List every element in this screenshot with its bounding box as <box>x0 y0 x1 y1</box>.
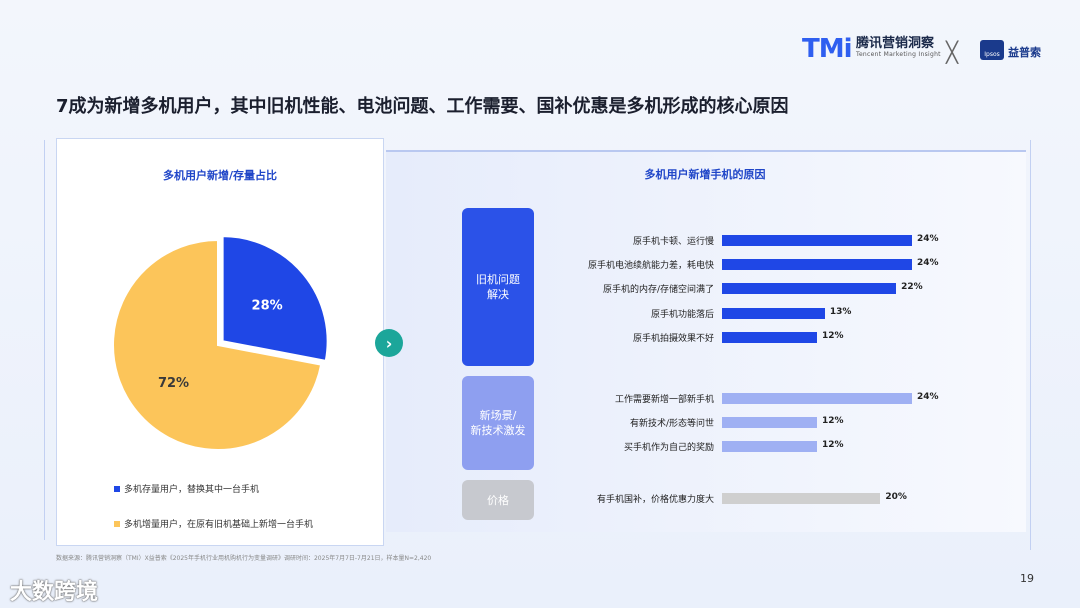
pie-chart: 28% 72% <box>112 235 329 451</box>
chevron-right-icon[interactable]: › <box>375 329 403 357</box>
bar-chart-title: 多机用户新增手机的原因 <box>644 168 766 181</box>
close-icon: ╳ <box>946 40 959 64</box>
data-source-note: 数据来源：腾讯营销洞察（TMI）X益普索《2025年手机行业用机购机行为变量调研… <box>56 555 432 562</box>
reasons-panel <box>386 150 1026 532</box>
pie-slice-label-1: 28% <box>252 298 283 313</box>
tmi-cn-name: 腾讯营销洞察 <box>856 36 935 51</box>
legend-label: 多机增量用户，在原有旧机基础上新增一台手机 <box>124 520 314 530</box>
page-number: 19 <box>1020 572 1034 585</box>
tmi-en-name: Tencent Marketing Insight <box>856 51 941 58</box>
ipsos-cn-name: 益普索 <box>1008 46 1041 59</box>
watermark: 大数跨境 <box>10 580 99 605</box>
share-panel: 多机用户新增/存量占比 <box>56 138 384 546</box>
legend-swatch <box>114 520 120 527</box>
pie-legend-item-1: 多机存量用户，替换其中一台手机 <box>114 482 313 495</box>
tmi-name: 腾讯营销洞察 Tencent Marketing Insight <box>856 37 941 59</box>
legend-swatch <box>114 485 120 492</box>
pie-slice-1 <box>221 235 329 363</box>
legend-label: 多机存量用户，替换其中一台手机 <box>124 485 260 495</box>
right-deco-line <box>1030 140 1031 550</box>
pie-slice-label-2: 72% <box>158 376 189 391</box>
pie-legend: 多机存量用户，替换其中一台手机多机增量用户，在原有旧机基础上新增一台手机 <box>114 482 313 552</box>
ipsos-logo: Ipsos <box>980 40 1004 60</box>
left-deco-line <box>44 140 45 540</box>
pie-chart-title: 多机用户新增/存量占比 <box>162 169 278 182</box>
pie-legend-item-2: 多机增量用户，在原有旧机基础上新增一台手机 <box>114 517 313 530</box>
pie-slice-2 <box>112 238 323 451</box>
tmi-logo: TMi <box>802 34 853 64</box>
page-title: 7成为新增多机用户，其中旧机性能、电池问题、工作需要、国补优惠是多机形成的核心原… <box>56 96 789 117</box>
